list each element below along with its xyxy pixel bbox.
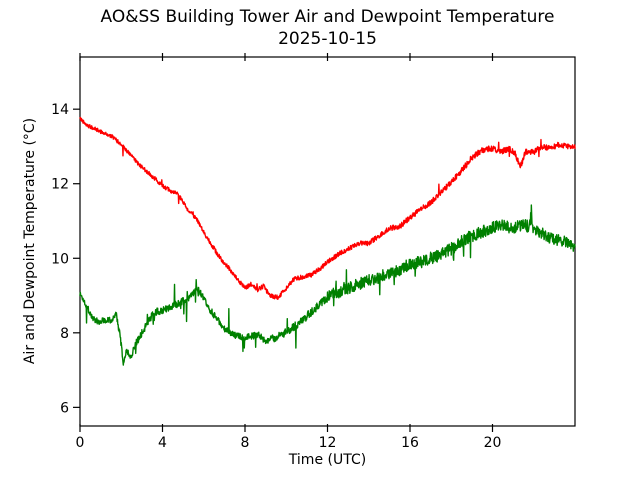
x-tick-label: 16 xyxy=(401,435,419,451)
x-axis-label: Time (UTC) xyxy=(288,452,367,468)
chart-title: AO&SS Building Tower Air and Dewpoint Te… xyxy=(100,7,555,27)
x-tick-label: 4 xyxy=(158,435,167,451)
y-tick-label: 10 xyxy=(51,251,69,267)
plot-border xyxy=(79,56,576,427)
chart-subtitle: 2025-10-15 xyxy=(278,29,377,49)
series-line-dewpoint_temperature xyxy=(79,204,576,366)
chart-title-block: AO&SS Building Tower Air and Dewpoint Te… xyxy=(80,6,575,50)
y-tick-label: 8 xyxy=(60,326,69,342)
x-tick-label: 20 xyxy=(484,435,502,451)
y-tick-label: 14 xyxy=(51,102,69,118)
x-tick-label: 0 xyxy=(76,435,85,451)
y-tick-label: 12 xyxy=(51,177,69,193)
x-tick-label: 8 xyxy=(241,435,250,451)
series-line-air_temperature xyxy=(79,116,576,300)
y-tick-label: 6 xyxy=(60,400,69,416)
x-tick-label: 12 xyxy=(319,435,337,451)
